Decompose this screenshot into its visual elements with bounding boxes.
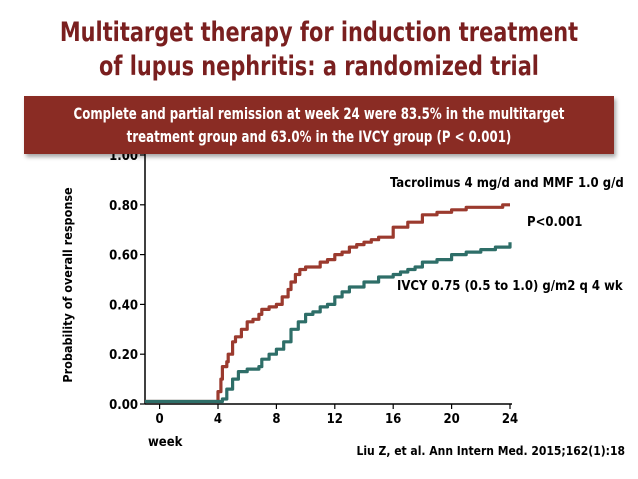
slide-title: Multitarget therapy for induction treatm… <box>59 17 579 82</box>
y-axis-label: Probability of overall response <box>60 187 75 383</box>
y-tick-label: 0.80 <box>109 199 138 214</box>
y-tick-label: 0.40 <box>109 298 138 313</box>
x-tick-label: 24 <box>502 412 518 427</box>
y-tick-label: 0.20 <box>109 348 138 363</box>
ivcy-series-label: IVCY 0.75 (0.5 to 1.0) g/m2 q 4 wk <box>397 279 623 294</box>
ivcy-series-line <box>145 242 512 404</box>
x-tick-label: 8 <box>272 412 280 427</box>
y-tick-label: 0.00 <box>109 398 138 413</box>
banner-text: Complete and partial remission at week 2… <box>73 104 565 146</box>
x-tick-label: 16 <box>385 412 401 427</box>
x-tick-label: 20 <box>443 412 459 427</box>
x-tick-label: 12 <box>327 412 343 427</box>
multitarget-series-label: Tacrolimus 4 mg/d and MMF 1.0 g/d <box>390 176 624 191</box>
citation: Liu Z, et al. Ann Intern Med. 2015;162(1… <box>356 444 625 458</box>
p-value-label: P<0.001 <box>527 215 582 230</box>
x-axis-label: week <box>148 435 183 450</box>
summary-banner: Complete and partial remission at week 2… <box>24 96 614 154</box>
x-tick-label: 4 <box>214 412 222 427</box>
multitarget-series-line <box>145 203 510 404</box>
y-tick-label: 0.60 <box>109 249 138 264</box>
x-tick-label: 0 <box>156 412 164 427</box>
